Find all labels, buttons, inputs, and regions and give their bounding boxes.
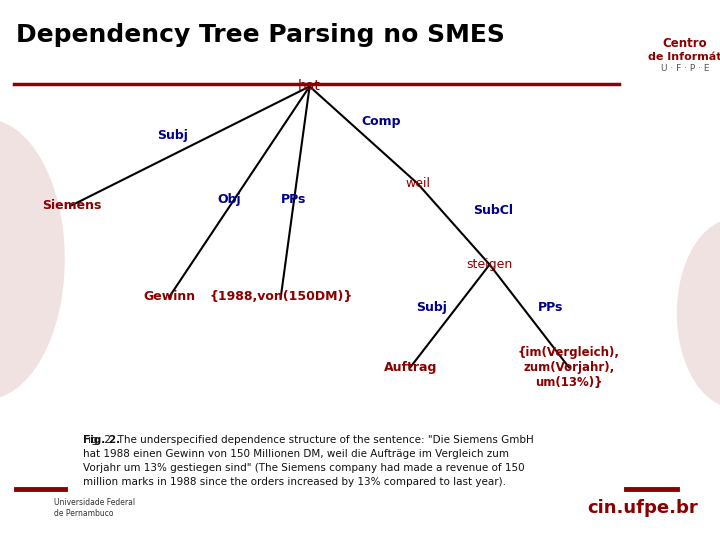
- Text: Obj: Obj: [217, 193, 240, 206]
- Text: Subj: Subj: [417, 301, 447, 314]
- Text: Dependency Tree Parsing no SMES: Dependency Tree Parsing no SMES: [16, 23, 505, 47]
- Text: {im(Vergleich),
zum(Vorjahr),
um(13%)}: {im(Vergleich), zum(Vorjahr), um(13%)}: [518, 346, 620, 389]
- Text: Gewinn: Gewinn: [143, 291, 195, 303]
- Text: steigen: steigen: [467, 258, 513, 271]
- Text: Fig. 2.: Fig. 2.: [83, 435, 120, 445]
- Text: PPs: PPs: [281, 193, 307, 206]
- Text: hat: hat: [298, 79, 321, 93]
- Text: Centro: Centro: [662, 37, 707, 50]
- Text: Siemens: Siemens: [42, 199, 102, 212]
- Text: Subj: Subj: [158, 129, 188, 141]
- Text: PPs: PPs: [538, 301, 564, 314]
- Text: SubCl: SubCl: [473, 204, 513, 217]
- Text: weil: weil: [405, 177, 430, 190]
- Text: Auftrag: Auftrag: [384, 361, 437, 374]
- Ellipse shape: [677, 219, 720, 408]
- Text: cin.ufpe.br: cin.ufpe.br: [588, 498, 698, 517]
- Text: Fig. 2. The underspecified dependence structure of the sentence: "Die Siemens Gm: Fig. 2. The underspecified dependence st…: [83, 435, 534, 487]
- Text: Comp: Comp: [362, 115, 401, 128]
- Text: Universidade Federal
de Pernambuco: Universidade Federal de Pernambuco: [54, 497, 135, 518]
- Text: de Informática: de Informática: [648, 52, 720, 62]
- Text: {1988,von(150DM)}: {1988,von(150DM)}: [209, 291, 353, 303]
- Text: U · F · P · E: U · F · P · E: [661, 64, 709, 73]
- Ellipse shape: [0, 119, 65, 400]
